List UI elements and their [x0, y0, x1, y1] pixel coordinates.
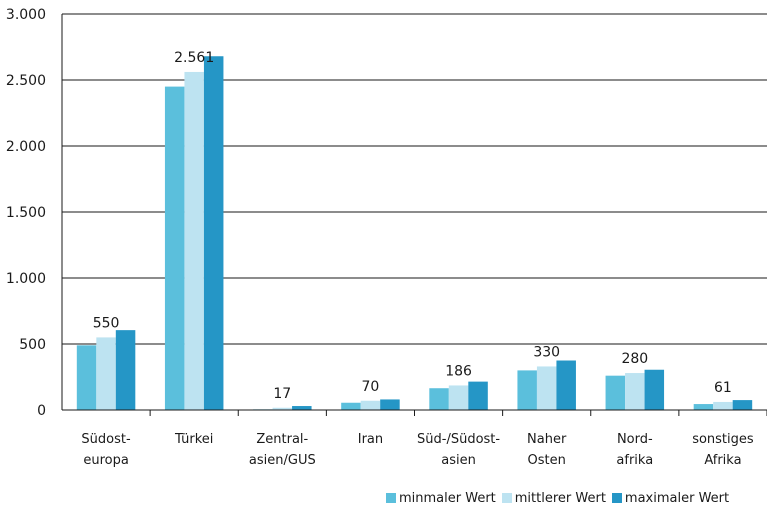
bar: [272, 407, 293, 410]
bar: [184, 71, 204, 410]
y-tick-label: 500: [19, 337, 46, 353]
bar: [96, 337, 116, 410]
y-tick-label: 3.000: [6, 7, 46, 23]
data-label: 2.561: [174, 50, 214, 66]
legend-label-min: minmaler Wert: [399, 490, 496, 506]
bar: [164, 86, 185, 410]
bar: [203, 56, 224, 411]
bar: [536, 366, 557, 410]
data-label: 330: [533, 344, 560, 360]
bar: [556, 360, 576, 410]
bar: [380, 399, 400, 410]
data-label: 186: [445, 363, 472, 379]
category-label: Türkei: [174, 432, 213, 447]
data-label: 17: [273, 386, 291, 402]
y-tick-label: 1.500: [6, 205, 46, 221]
legend-label-mid: mittlerer Wert: [514, 490, 606, 506]
category-label: Süd-/Südost-: [417, 432, 500, 447]
bar: [713, 401, 733, 410]
bar: [115, 330, 136, 410]
bar: [468, 381, 488, 410]
data-label: 550: [93, 315, 120, 331]
bar: [605, 375, 626, 410]
category-label: Südost-: [81, 432, 131, 447]
bar: [76, 345, 97, 410]
bar: [517, 370, 537, 410]
legend-swatch-mid: [501, 493, 512, 503]
bar: [644, 369, 665, 410]
bar: [732, 400, 753, 410]
category-label: Naher: [527, 432, 567, 447]
y-tick-label: 0: [37, 403, 46, 419]
category-label: Iran: [358, 432, 383, 447]
category-label: asien: [441, 453, 476, 468]
y-tick-label: 1.000: [6, 271, 46, 287]
category-label: Afrika: [704, 453, 741, 468]
y-tick-label: 2.000: [6, 139, 46, 155]
bar: [429, 388, 449, 410]
data-label: 61: [714, 380, 732, 396]
bar: [292, 406, 312, 410]
bar: [625, 373, 645, 410]
bar: [341, 402, 361, 410]
legend-swatch-max: [611, 493, 622, 503]
category-label: europa: [83, 453, 128, 468]
bar: [448, 385, 469, 410]
y-tick-label: 2.500: [6, 73, 46, 89]
category-label: asien/GUS: [249, 453, 316, 468]
category-label: afrika: [616, 453, 653, 468]
legend-item-max: maximaler Wert: [611, 490, 730, 506]
data-label: 70: [362, 379, 380, 395]
category-label: Zentral-: [256, 432, 308, 447]
legend-item-mid: mittlerer Wert: [501, 490, 606, 506]
data-label: 280: [621, 351, 648, 367]
legend-swatch-min: [386, 493, 396, 503]
category-label: sonstiges: [692, 432, 754, 447]
legend: minmaler Wert mittlerer Wert maximaler W…: [386, 489, 729, 507]
category-label: Nord-: [617, 432, 653, 447]
category-label: Osten: [528, 453, 566, 468]
bar: [693, 404, 714, 410]
legend-label-max: maximaler Wert: [624, 490, 730, 506]
legend-item-min: minmaler Wert: [386, 491, 496, 506]
bar: [360, 400, 381, 410]
